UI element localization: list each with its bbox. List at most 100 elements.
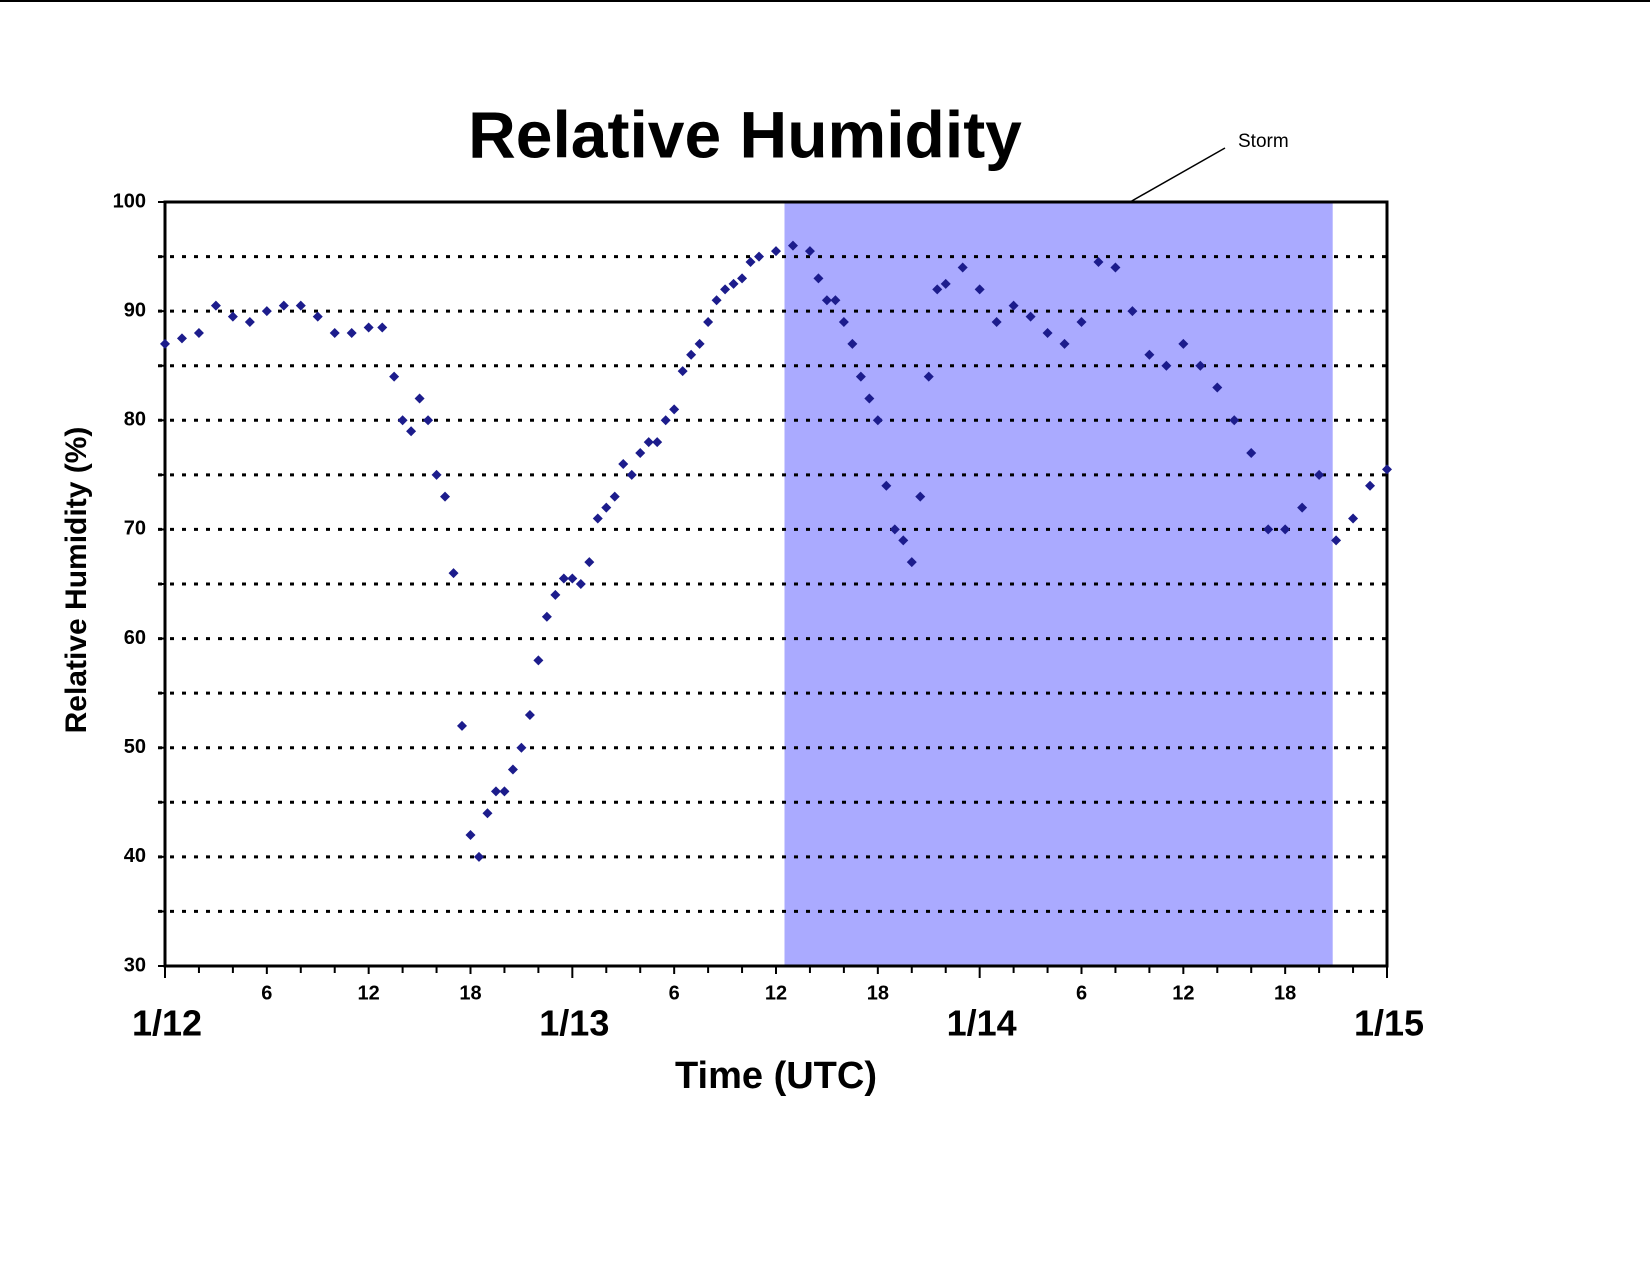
data-point bbox=[1042, 327, 1053, 338]
data-point bbox=[974, 284, 985, 295]
chart-title: Relative Humidity bbox=[468, 97, 1022, 171]
data-point bbox=[677, 366, 688, 377]
y-tick-label: 30 bbox=[124, 954, 146, 976]
data-point bbox=[940, 278, 951, 289]
data-point bbox=[1331, 535, 1342, 546]
y-tick-label: 80 bbox=[124, 409, 146, 431]
data-point bbox=[1110, 262, 1121, 273]
y-tick-label: 100 bbox=[113, 190, 146, 212]
x-tick-label: 12 bbox=[358, 982, 380, 1004]
data-point bbox=[618, 458, 629, 469]
data-point bbox=[448, 568, 459, 579]
x-date-label: 1/12 bbox=[132, 1003, 202, 1044]
data-point bbox=[516, 742, 527, 753]
data-point bbox=[601, 502, 612, 513]
data-point bbox=[1008, 300, 1019, 311]
data-point bbox=[295, 300, 306, 311]
x-date-label: 1/14 bbox=[947, 1003, 1017, 1044]
data-point bbox=[991, 317, 1002, 328]
data-point bbox=[898, 535, 909, 546]
data-point bbox=[872, 415, 883, 426]
data-point bbox=[686, 349, 697, 360]
data-point bbox=[406, 426, 417, 437]
data-point bbox=[176, 333, 187, 344]
data-point bbox=[1229, 415, 1240, 426]
data-point bbox=[1263, 524, 1274, 535]
data-point bbox=[1144, 349, 1155, 360]
data-point bbox=[227, 311, 238, 322]
data-point bbox=[1178, 338, 1189, 349]
data-point bbox=[261, 306, 272, 317]
data-point bbox=[1365, 480, 1376, 491]
data-point bbox=[440, 491, 451, 502]
data-point bbox=[728, 278, 739, 289]
data-point bbox=[830, 295, 841, 306]
data-point bbox=[1161, 360, 1172, 371]
data-point bbox=[457, 720, 468, 731]
data-point bbox=[465, 830, 476, 841]
data-point bbox=[377, 322, 388, 333]
data-point bbox=[312, 311, 323, 322]
data-point bbox=[363, 322, 374, 333]
y-tick-label: 60 bbox=[124, 627, 146, 649]
y-tick-label: 50 bbox=[124, 736, 146, 758]
plot-frame bbox=[163, 200, 1389, 968]
x-date-label: 1/13 bbox=[539, 1003, 609, 1044]
annotation-label: Storm bbox=[1238, 131, 1289, 152]
y-tick-label: 90 bbox=[124, 299, 146, 321]
data-point bbox=[482, 808, 493, 819]
data-point bbox=[643, 437, 654, 448]
annotation-leader bbox=[1129, 147, 1226, 203]
data-point bbox=[881, 480, 892, 491]
data-point bbox=[1280, 524, 1291, 535]
data-point bbox=[346, 327, 357, 338]
data-point bbox=[1093, 257, 1104, 268]
data-point bbox=[787, 240, 798, 251]
data-point bbox=[771, 246, 781, 257]
data-point bbox=[813, 273, 824, 284]
data-point bbox=[1297, 502, 1308, 513]
data-point bbox=[1076, 317, 1087, 328]
data-point bbox=[1314, 469, 1325, 480]
y-tick-label: 40 bbox=[124, 845, 146, 867]
data-point bbox=[423, 415, 434, 426]
x-tick-label: 18 bbox=[1274, 982, 1296, 1004]
data-point bbox=[804, 246, 815, 257]
data-point bbox=[524, 709, 535, 720]
x-tick-label: 12 bbox=[1172, 982, 1194, 1004]
x-tick-label: 18 bbox=[459, 982, 481, 1004]
data-point bbox=[889, 524, 900, 535]
data-point bbox=[745, 257, 756, 268]
data-point bbox=[821, 295, 832, 306]
data-point bbox=[541, 611, 552, 622]
x-tick-label: 18 bbox=[867, 982, 889, 1004]
data-point bbox=[490, 786, 501, 797]
data-point bbox=[1059, 338, 1070, 349]
x-date-label: 1/15 bbox=[1354, 1003, 1424, 1044]
data-point bbox=[210, 300, 221, 311]
data-point bbox=[957, 262, 968, 273]
x-tick-label: 6 bbox=[669, 982, 680, 1004]
data-point bbox=[652, 437, 663, 448]
data-point bbox=[932, 284, 943, 295]
data-point bbox=[694, 338, 705, 349]
data-point bbox=[923, 371, 934, 382]
data-point bbox=[499, 786, 510, 797]
data-point bbox=[1382, 464, 1392, 475]
data-point bbox=[414, 393, 425, 404]
data-point bbox=[1348, 513, 1359, 524]
data-point bbox=[431, 469, 442, 480]
data-point bbox=[703, 317, 714, 328]
data-point bbox=[389, 371, 400, 382]
data-point bbox=[1025, 311, 1036, 322]
data-point bbox=[915, 491, 926, 502]
data-point bbox=[609, 491, 620, 502]
data-point bbox=[864, 393, 875, 404]
data-point bbox=[533, 655, 544, 666]
data-point bbox=[575, 579, 586, 589]
data-point bbox=[720, 284, 731, 295]
data-point bbox=[160, 338, 170, 349]
data-point bbox=[244, 317, 255, 328]
data-point bbox=[473, 851, 484, 862]
